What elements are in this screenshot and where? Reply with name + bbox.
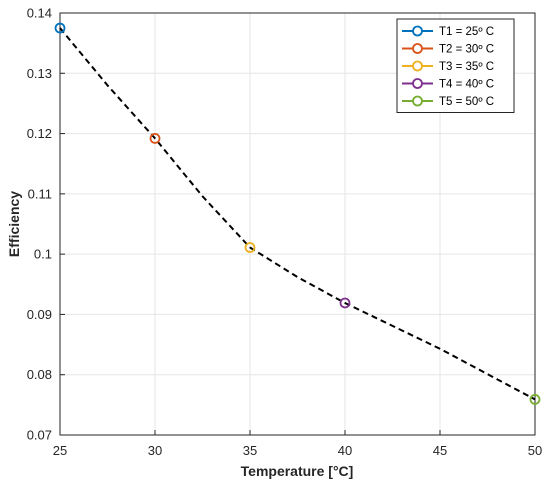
y-axis-title: Efficiency — [6, 191, 22, 257]
marker-t5 — [529, 394, 541, 405]
y-tick-label: 0.08 — [27, 367, 52, 382]
axes — [59, 12, 536, 436]
legend: T1 = 25º C T2 = 30º C T3 = 35º C T4 = 40º C… — [396, 18, 515, 113]
marker-t2 — [149, 132, 161, 144]
efficiency-trend-line — [59, 27, 536, 401]
marker-t1 — [54, 22, 66, 34]
x-tick-label: 50 — [528, 443, 542, 458]
y-tick-label: 0.11 — [28, 186, 52, 201]
axes-box — [59, 12, 536, 436]
y-tick-label: 0.09 — [27, 307, 52, 322]
x-tick-label: 35 — [243, 443, 257, 458]
legend-swatch-marker — [412, 78, 423, 89]
x-tick-label: 40 — [338, 443, 352, 458]
legend-label: T5 = 50º C — [439, 96, 494, 108]
marker-t3 — [244, 242, 256, 253]
y-tick-label: 0.12 — [27, 126, 52, 141]
y-tick-label: 0.13 — [27, 66, 52, 81]
legend-label: T4 = 40º C — [439, 79, 494, 91]
legend-label: T1 = 25º C — [439, 26, 494, 38]
y-tick-label: 0.14 — [27, 6, 52, 21]
legend-label: T3 = 35º C — [439, 61, 494, 73]
y-tick-labels: 0.07 0.08 0.09 0.1 0.11 0.12 0.13 0.14 — [27, 6, 52, 443]
dashed-trend-line — [59, 27, 536, 401]
x-tick-label: 30 — [148, 443, 162, 458]
legend-swatch-marker — [412, 25, 423, 37]
marker-t4 — [339, 297, 351, 309]
x-tick-label: 25 — [53, 443, 67, 458]
legend-swatch-marker — [412, 43, 423, 54]
y-tick-label: 0.07 — [27, 428, 52, 443]
legend-label: T2 = 30º C — [439, 44, 494, 56]
data-markers — [54, 22, 541, 405]
x-tick-label: 45 — [433, 443, 447, 458]
x-tick-labels: 25 30 35 40 45 50 — [53, 443, 542, 458]
legend-swatch-marker — [412, 95, 423, 107]
x-axis-title: Temperature [°C] — [241, 463, 354, 479]
legend-swatch-marker — [412, 60, 423, 72]
y-tick-label: 0.1 — [34, 247, 52, 262]
